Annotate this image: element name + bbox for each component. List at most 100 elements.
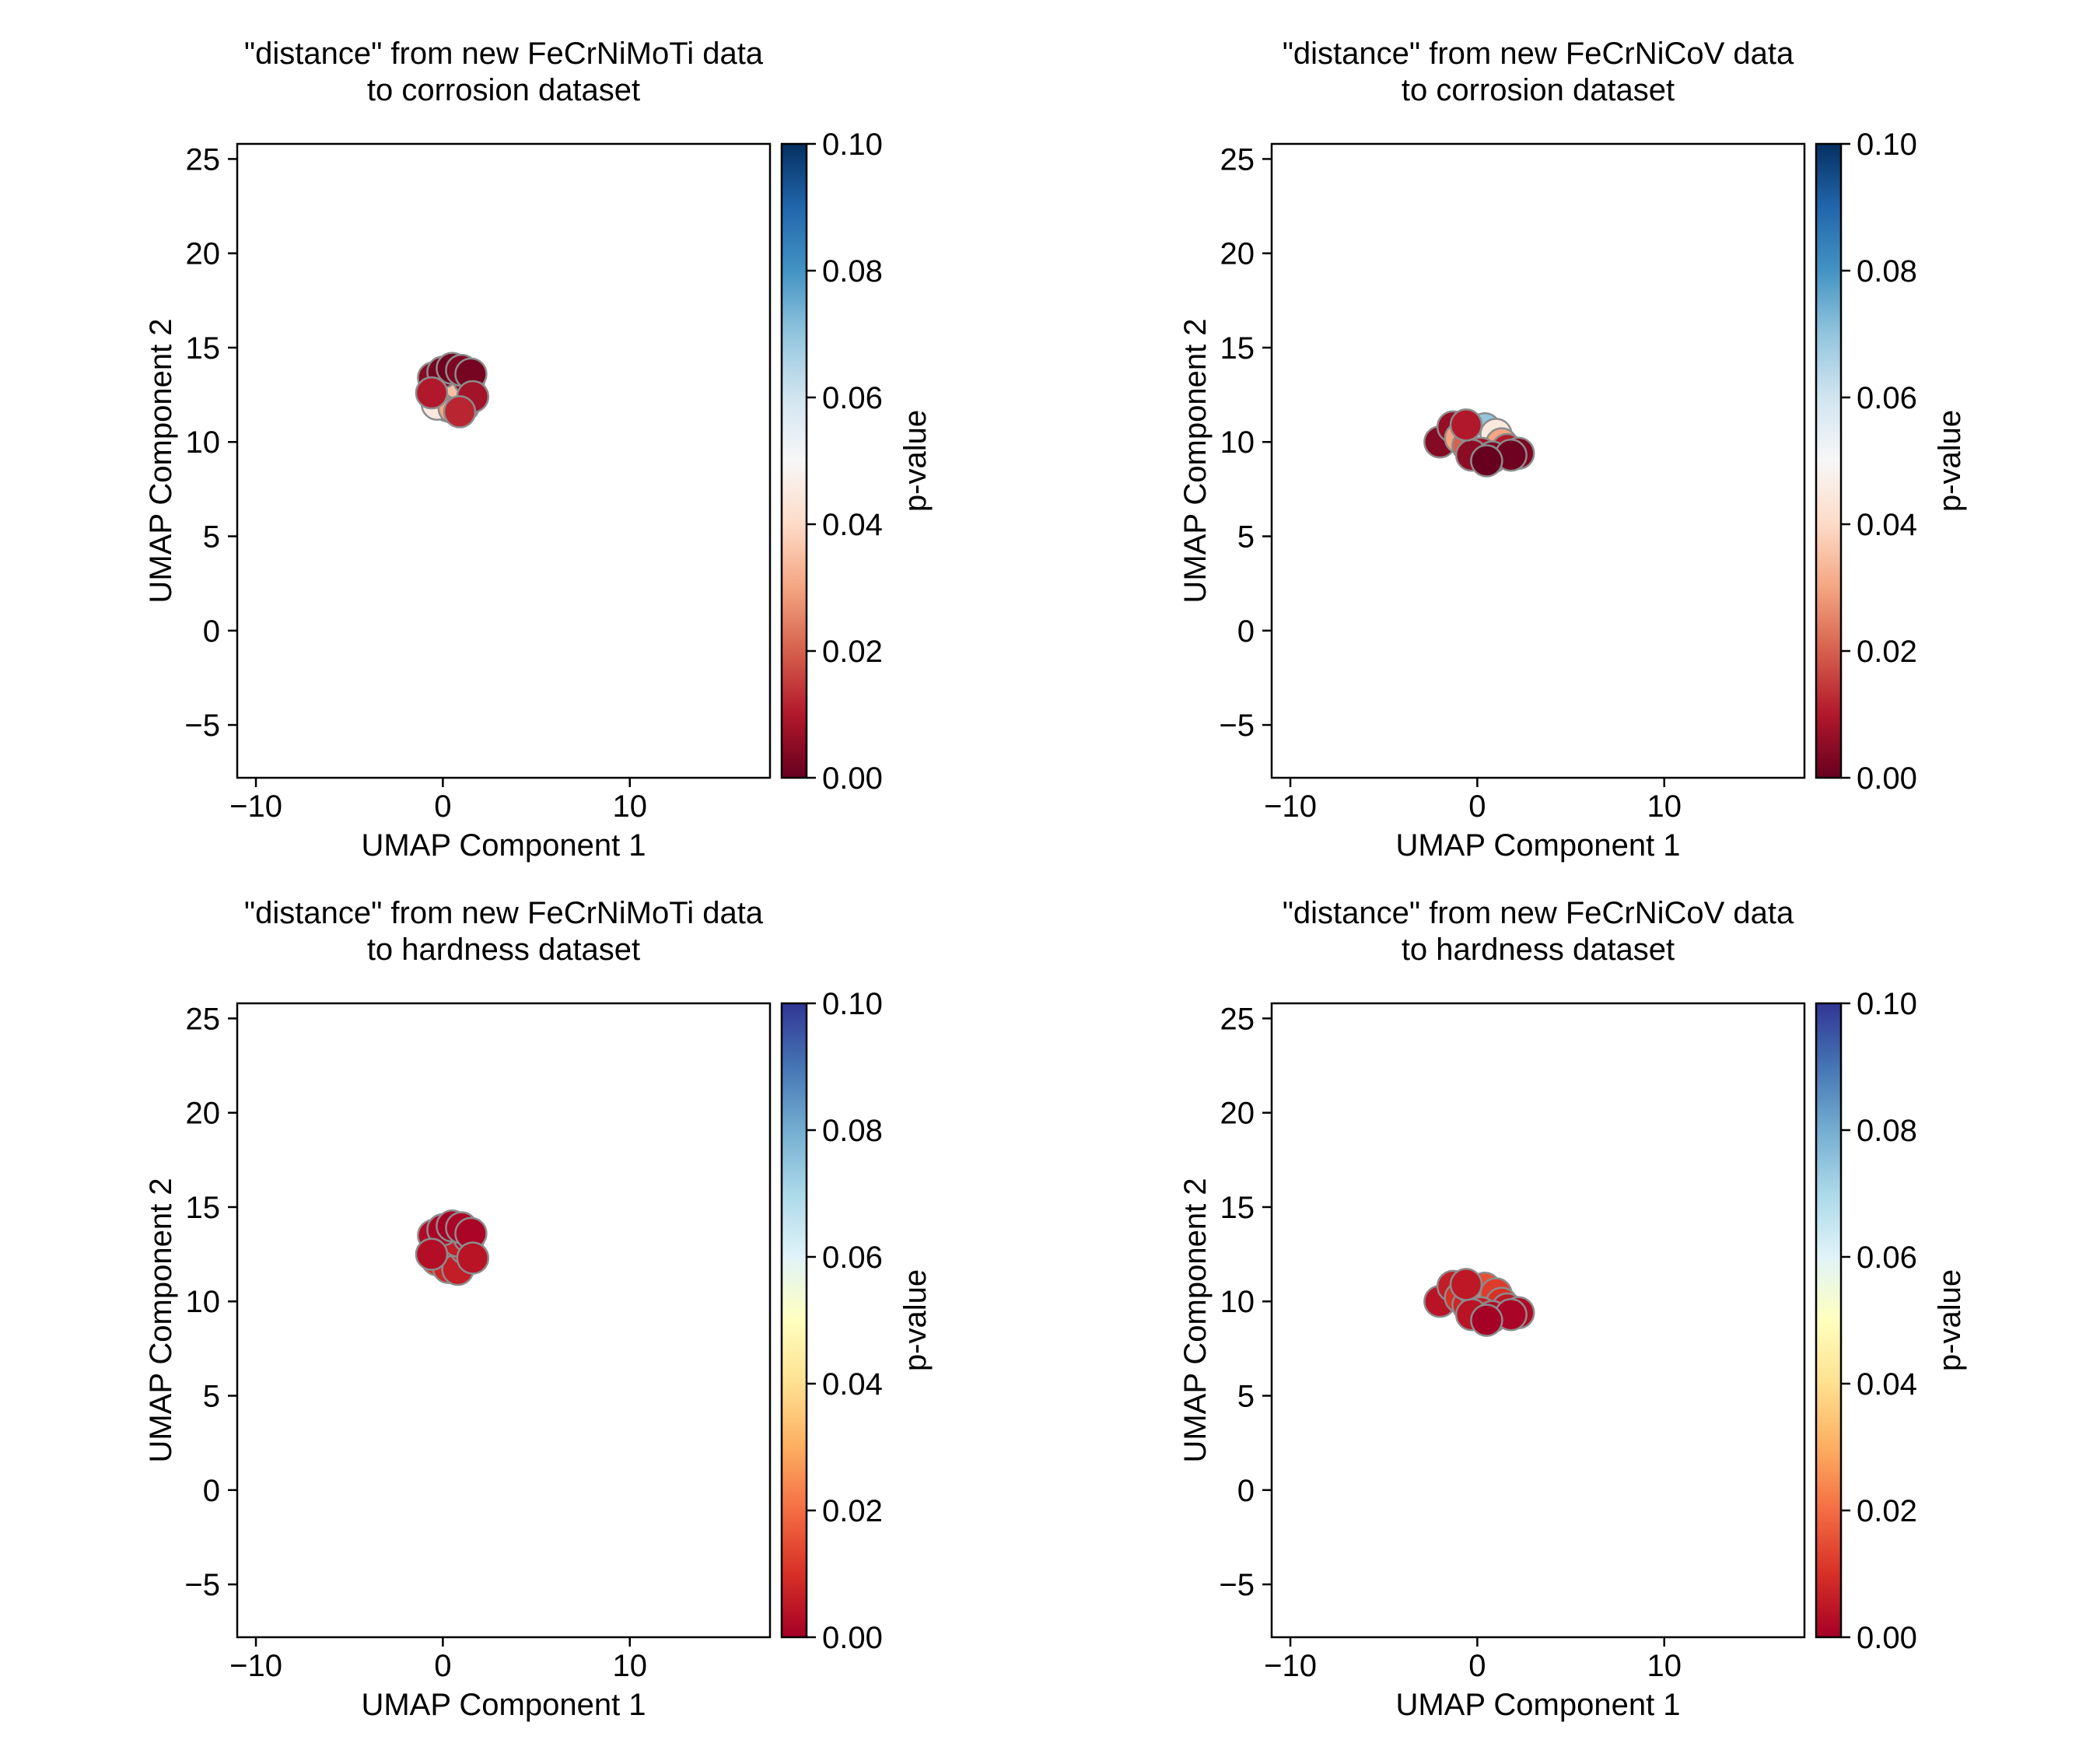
scatter-point xyxy=(1449,408,1483,442)
colorbar-label: p-value xyxy=(898,410,933,512)
colorbar-tick-label: 0.04 xyxy=(1857,1367,1917,1402)
colorbar-label: p-value xyxy=(1933,410,1967,512)
panel-subtitle: to corrosion dataset xyxy=(366,73,641,107)
y-tick-label: −5 xyxy=(1219,709,1255,743)
colorbar-tick-label: 0.02 xyxy=(1857,1494,1917,1528)
panel-corrosion-fecrnimoti: "distance" from new FeCrNiMoTi data to c… xyxy=(0,0,1050,875)
y-tick-label: 5 xyxy=(1237,520,1255,555)
y-tick-label: 15 xyxy=(1220,331,1255,366)
data-points xyxy=(415,1209,490,1286)
scatter-point xyxy=(443,395,477,429)
x-tick-label: 0 xyxy=(434,1649,451,1683)
y-tick-label: 20 xyxy=(1220,237,1255,271)
plot-area xyxy=(1270,142,1806,779)
y-tick-label: 25 xyxy=(1220,1002,1255,1036)
y-tick-label: 5 xyxy=(203,520,220,555)
panel-subtitle: to hardness dataset xyxy=(1401,933,1675,967)
scatter-point xyxy=(1470,1304,1503,1337)
y-tick-label: 20 xyxy=(186,237,221,271)
colorbar-label: p-value xyxy=(1933,1269,1967,1371)
y-tick-label: 25 xyxy=(1220,142,1255,177)
y-tick-label: 15 xyxy=(1220,1191,1255,1225)
colorbar-tick-label: 0.06 xyxy=(822,381,883,415)
panel-corrosion-fecrnicov: "distance" from new FeCrNiCoV data to co… xyxy=(1034,0,2084,875)
colorbar-tick-label: 0.00 xyxy=(1857,761,1917,796)
y-tick-label: 25 xyxy=(186,1002,221,1036)
colorbar-label: p-value xyxy=(898,1269,933,1371)
y-axis-label: UMAP Component 2 xyxy=(1178,318,1213,603)
colorbar xyxy=(780,142,808,779)
colorbar-tick-label: 0.10 xyxy=(822,128,883,162)
y-tick-label: 20 xyxy=(186,1097,221,1131)
panel-hardness-fecrnicov: "distance" from new FeCrNiCoV data to ha… xyxy=(1034,859,2084,1734)
y-tick-label: 5 xyxy=(1237,1380,1255,1414)
x-tick-label: −10 xyxy=(1264,789,1317,824)
colorbar-tick-label: 0.08 xyxy=(822,1114,883,1148)
y-tick-label: 0 xyxy=(1237,1474,1255,1508)
x-tick-label: 10 xyxy=(612,1649,647,1683)
colorbar-tick-label: 0.10 xyxy=(1857,987,1917,1021)
y-tick-label: 10 xyxy=(1220,1285,1255,1319)
panel-subtitle: to corrosion dataset xyxy=(1401,73,1675,107)
colorbar xyxy=(780,1002,808,1639)
y-tick-label: 20 xyxy=(1220,1097,1255,1131)
x-tick-label: 0 xyxy=(434,789,451,824)
scatter-point xyxy=(456,1241,490,1275)
plot-area xyxy=(236,1002,772,1639)
colorbar-tick-label: 0.02 xyxy=(1857,635,1917,669)
panel-title: "distance" from new FeCrNiCoV data xyxy=(1282,37,1794,71)
y-tick-label: 10 xyxy=(186,425,221,460)
colorbar-tick-label: 0.06 xyxy=(1857,1241,1917,1275)
y-tick-label: 5 xyxy=(203,1380,220,1414)
colorbar-tick-label: 0.08 xyxy=(822,254,883,289)
x-tick-label: 0 xyxy=(1468,789,1486,824)
scatter-point xyxy=(415,1237,449,1271)
colorbar-tick-label: 0.08 xyxy=(1857,254,1917,289)
y-tick-label: 10 xyxy=(186,1285,221,1319)
scatter-plot: −10 0 10 −5 0 5 10 15 20 25 UMAP Component 1 UMAP C… xyxy=(144,128,933,863)
colorbar xyxy=(1815,142,1843,779)
x-axis-label: UMAP Component 1 xyxy=(1395,1688,1680,1722)
y-tick-label: 0 xyxy=(203,1474,220,1508)
data-points xyxy=(1423,408,1535,478)
plot-area xyxy=(1270,1002,1806,1639)
x-axis-label: UMAP Component 1 xyxy=(361,828,646,863)
panel-subtitle: to hardness dataset xyxy=(366,933,641,967)
colorbar-tick-label: 0.06 xyxy=(822,1241,883,1275)
panel-hardness-fecrnimoti: "distance" from new FeCrNiMoTi data to h… xyxy=(0,859,1050,1734)
x-axis-label: UMAP Component 1 xyxy=(1395,828,1680,863)
y-axis-label: UMAP Component 2 xyxy=(144,318,178,603)
scatter-plot: −10 0 10 −5 0 5 10 15 20 25 UMAP Component 1 UMAP C… xyxy=(1178,987,1967,1722)
y-tick-label: 0 xyxy=(1237,614,1255,649)
colorbar-tick-label: 0.06 xyxy=(1857,381,1917,415)
colorbar xyxy=(1815,1002,1843,1639)
colorbar-tick-label: 0.04 xyxy=(822,508,883,542)
colorbar-tick-label: 0.02 xyxy=(822,1494,883,1528)
panel-title: "distance" from new FeCrNiCoV data xyxy=(1282,896,1794,930)
colorbar-tick-label: 0.00 xyxy=(822,761,883,796)
colorbar-tick-label: 0.04 xyxy=(822,1367,883,1402)
x-tick-label: 0 xyxy=(1468,1649,1486,1683)
scatter-plot: −10 0 10 −5 0 5 10 15 20 25 UMAP Component 1 UMAP C… xyxy=(1178,128,1967,863)
scatter-point xyxy=(415,376,449,410)
colorbar-tick-label: 0.02 xyxy=(822,635,883,669)
y-tick-label: 25 xyxy=(186,142,221,177)
scatter-point xyxy=(1449,1268,1483,1301)
x-tick-label: 10 xyxy=(612,789,647,824)
y-tick-label: 15 xyxy=(186,1191,221,1225)
data-points xyxy=(1423,1268,1535,1337)
y-tick-label: −5 xyxy=(184,1568,220,1602)
colorbar-tick-label: 0.00 xyxy=(1857,1621,1917,1655)
y-tick-label: 0 xyxy=(203,614,220,649)
y-tick-label: −5 xyxy=(1219,1568,1255,1602)
x-tick-label: 10 xyxy=(1647,1649,1682,1683)
x-tick-label: −10 xyxy=(229,789,282,824)
x-tick-label: 10 xyxy=(1647,789,1682,824)
scatter-point xyxy=(1470,444,1503,478)
colorbar-tick-label: 0.00 xyxy=(822,1621,883,1655)
panel-title: "distance" from new FeCrNiMoTi data xyxy=(243,37,764,71)
data-points xyxy=(415,352,490,429)
y-axis-label: UMAP Component 2 xyxy=(144,1178,178,1462)
scatter-plot: −10 0 10 −5 0 5 10 15 20 25 UMAP Component 1 UMAP C… xyxy=(144,987,933,1722)
